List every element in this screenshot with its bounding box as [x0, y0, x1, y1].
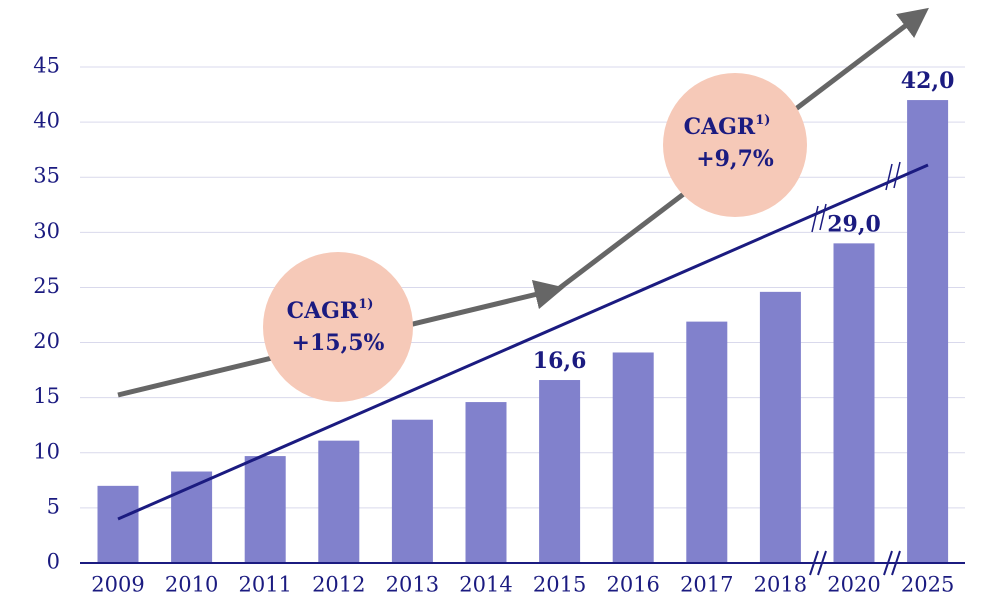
x-tick-label: 2010	[165, 573, 218, 597]
x-tick-label: 2015	[533, 573, 586, 597]
y-tick-label: 15	[33, 384, 60, 408]
bar	[539, 380, 581, 563]
x-tick-label: 2014	[459, 573, 512, 597]
x-tick-label: 2017	[680, 573, 733, 597]
value-label: 42,0	[901, 68, 955, 94]
value-label: 29,0	[827, 211, 881, 237]
bar	[318, 440, 360, 563]
cagr-label: CAGR1)	[684, 113, 771, 141]
cagr-value: +15,5%	[292, 330, 385, 356]
bar	[465, 402, 507, 563]
bars	[97, 100, 949, 564]
y-tick-label: 35	[33, 164, 60, 188]
x-tick-label: 2012	[312, 573, 365, 597]
y-tick-label: 40	[33, 109, 60, 133]
bar	[907, 100, 949, 564]
x-tick-label: 2018	[754, 573, 807, 597]
bar	[391, 419, 433, 563]
x-tick-label: 2025	[901, 573, 954, 597]
y-tick-label: 30	[33, 219, 60, 243]
y-tick-label: 5	[47, 494, 60, 518]
y-tick-label: 10	[33, 439, 60, 463]
y-tick-label: 45	[33, 54, 60, 78]
x-tick-label: 2011	[238, 573, 291, 597]
cagr-label: CAGR1)	[287, 297, 374, 325]
grid	[80, 66, 965, 564]
bar	[244, 456, 286, 563]
cagr-circle	[263, 252, 413, 402]
bar	[97, 485, 139, 563]
x-tick-label: 2009	[91, 573, 144, 597]
y-tick-label: 25	[33, 274, 60, 298]
cagr-value: +9,7%	[696, 146, 774, 172]
x-tick-label: 2013	[386, 573, 439, 597]
x-tick-label: 2020	[827, 573, 880, 597]
y-tick-label: 20	[33, 329, 60, 353]
x-tick-label: 2016	[606, 573, 659, 597]
value-label: 16,6	[533, 348, 587, 374]
trend-breaks	[811, 161, 901, 233]
bar	[686, 321, 728, 563]
bar	[833, 243, 875, 563]
bar	[759, 291, 801, 563]
y-tick-label: 0	[47, 550, 60, 574]
bar	[612, 352, 654, 563]
axis-breaks	[809, 550, 901, 576]
cagr-circle	[663, 73, 807, 217]
trend-line	[117, 163, 929, 521]
